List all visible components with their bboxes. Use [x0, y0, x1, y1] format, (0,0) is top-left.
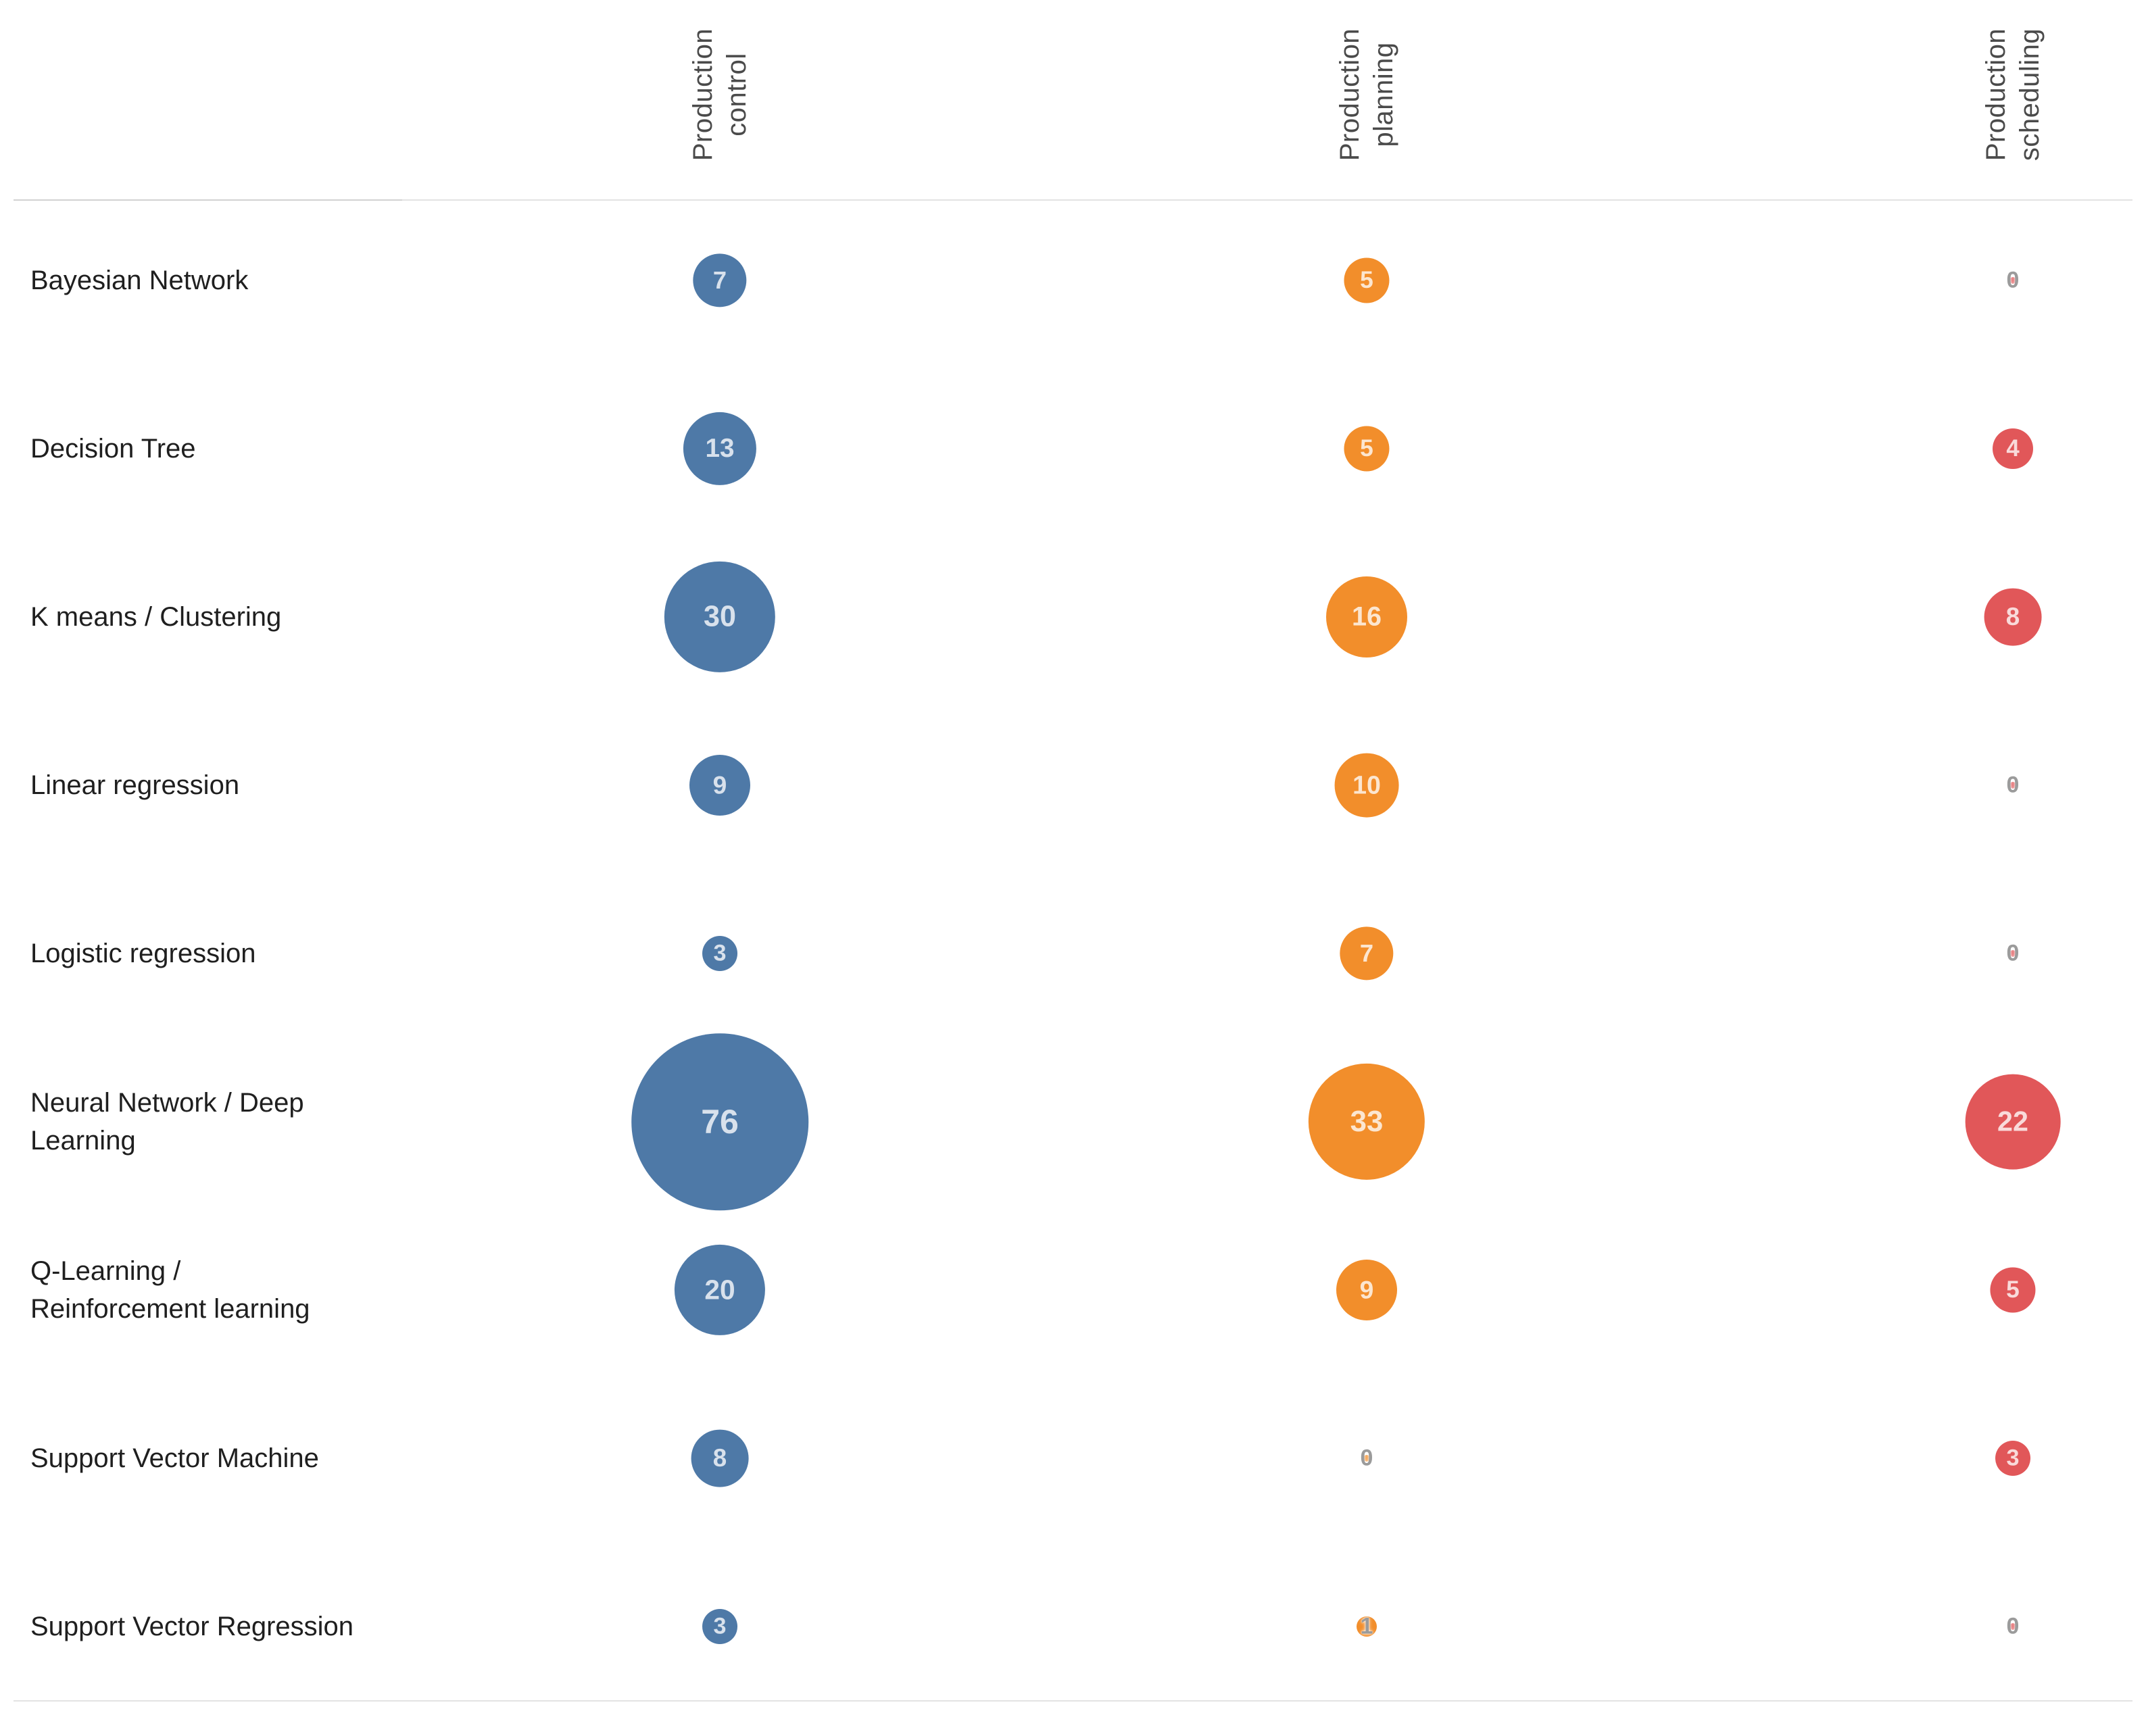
bubble-decision-tree-production-planning[interactable] — [1344, 426, 1390, 472]
bubble-support-vector-regression-production-scheduling[interactable] — [2009, 1623, 2016, 1630]
bubble-linear-regression-production-scheduling[interactable] — [2009, 782, 2016, 789]
bubble-decision-tree-production-control[interactable] — [683, 412, 757, 486]
bubble-q-learning-reinforcement-learning-production-planning[interactable] — [1336, 1260, 1397, 1320]
row-label-k-means-clustering: K means / Clustering — [30, 602, 282, 632]
row-label-linear-regression: Linear regression — [30, 770, 240, 800]
bubble-linear-regression-production-planning[interactable] — [1334, 753, 1399, 818]
bubble-neural-network-deep-learning-production-control[interactable] — [631, 1033, 808, 1210]
row-label-bayesian-network: Bayesian Network — [30, 266, 249, 295]
row-label-decision-tree: Decision Tree — [30, 434, 196, 464]
bubble-decision-tree-production-scheduling[interactable] — [1993, 428, 2033, 469]
bubble-support-vector-regression-production-planning[interactable] — [1357, 1616, 1377, 1637]
row-label-support-vector-machine: Support Vector Machine — [30, 1443, 319, 1473]
row-label-neural-network-deep-learning: Neural Network / Deep Learning — [30, 1088, 304, 1156]
column-header-production-planning: Production planning — [1335, 28, 1398, 162]
bubble-q-learning-reinforcement-learning-production-scheduling[interactable] — [1990, 1267, 2036, 1313]
bubble-logistic-regression-production-planning[interactable] — [1340, 926, 1394, 981]
bubble-support-vector-machine-production-scheduling[interactable] — [1995, 1441, 2030, 1476]
bubble-k-means-clustering-production-scheduling[interactable] — [1984, 588, 2042, 646]
bubble-logistic-regression-production-control[interactable] — [702, 936, 737, 971]
bubble-bayesian-network-production-control[interactable] — [693, 253, 747, 307]
bubble-bayesian-network-production-planning[interactable] — [1344, 257, 1390, 303]
bubble-k-means-clustering-production-planning[interactable] — [1326, 576, 1407, 658]
bubble-neural-network-deep-learning-production-scheduling[interactable] — [1965, 1074, 2061, 1170]
bubble-bayesian-network-production-scheduling[interactable] — [2009, 277, 2016, 284]
bubble-support-vector-machine-production-control[interactable] — [691, 1429, 749, 1487]
bubble-k-means-clustering-production-control[interactable] — [664, 561, 776, 673]
header-separator-line — [14, 199, 2132, 201]
bottom-border-line — [14, 1700, 2132, 1702]
row-label-axis-line — [14, 199, 402, 201]
bubble-neural-network-deep-learning-production-planning[interactable] — [1308, 1063, 1425, 1181]
column-header-production-scheduling: Production scheduling — [1981, 28, 2045, 162]
row-label-q-learning-reinforcement-learning: Q-Learning / Reinforcement learning — [30, 1256, 310, 1324]
bubble-q-learning-reinforcement-learning-production-control[interactable] — [674, 1244, 766, 1336]
column-header-production-control: Production control — [688, 28, 752, 162]
row-label-logistic-regression: Logistic regression — [30, 939, 256, 968]
bubble-linear-regression-production-control[interactable] — [689, 755, 750, 816]
row-label-support-vector-regression: Support Vector Regression — [30, 1612, 354, 1641]
bubble-support-vector-machine-production-planning[interactable] — [1363, 1455, 1370, 1462]
bubble-logistic-regression-production-scheduling[interactable] — [2009, 950, 2016, 957]
bubble-support-vector-regression-production-control[interactable] — [702, 1609, 737, 1644]
